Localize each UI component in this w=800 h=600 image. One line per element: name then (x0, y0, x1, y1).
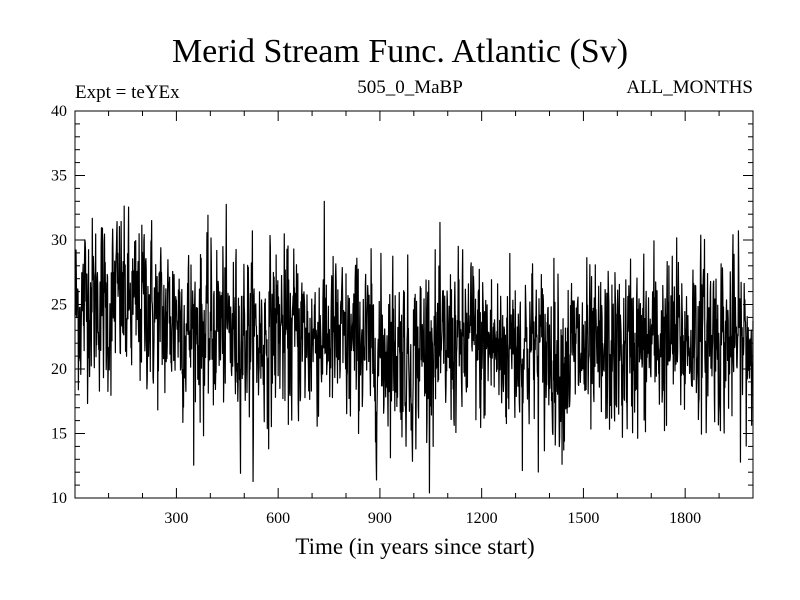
x-tick-label: 600 (266, 510, 290, 527)
y-tick-label: 25 (51, 297, 67, 314)
x-tick-label: 900 (368, 510, 392, 527)
x-axis-title: Time (in years since start) (295, 534, 535, 559)
run-id-label: 505_0_MaBP (357, 77, 463, 98)
y-tick-label: 20 (51, 361, 67, 378)
y-tick-label: 35 (51, 168, 67, 185)
experiment-label: Expt = teYEx (75, 82, 180, 103)
series-line (74, 200, 754, 494)
y-tick-label: 40 (51, 103, 67, 120)
y-tick-label: 30 (51, 232, 67, 249)
x-tick-label: 300 (164, 510, 188, 527)
series-layer (74, 200, 754, 494)
ticks-layer: 10 15 20 25 30 35 40 300 600 900 1200 1500 1800 (51, 103, 754, 527)
x-tick-label: 1200 (466, 510, 498, 527)
months-label: ALL_MONTHS (626, 77, 753, 98)
y-tick-label: 15 (51, 426, 67, 443)
x-tick-label: 1800 (669, 510, 701, 527)
chart-title: Merid Stream Func. Atlantic (Sv) (171, 33, 629, 70)
x-tick-label: 1500 (567, 510, 599, 527)
y-tick-label: 10 (51, 490, 67, 507)
plot-frame (74, 110, 754, 499)
